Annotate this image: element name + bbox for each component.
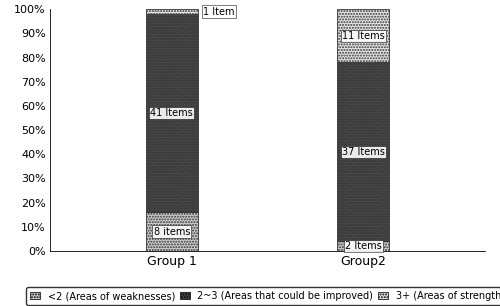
Legend: <2 (Areas of weaknesses), 2~3 (Areas that could be improved), 3+ (Areas of stren: <2 (Areas of weaknesses), 2~3 (Areas tha… xyxy=(26,287,500,305)
Text: 8 items: 8 items xyxy=(154,226,190,237)
Bar xyxy=(337,9,390,62)
Text: 37 Items: 37 Items xyxy=(342,147,384,157)
Bar xyxy=(146,14,198,212)
Bar xyxy=(337,241,390,251)
Text: 2 Items: 2 Items xyxy=(345,241,382,251)
Text: 11 Items: 11 Items xyxy=(342,31,384,41)
Text: 1 Item: 1 Item xyxy=(203,7,234,17)
Bar xyxy=(146,212,198,251)
Text: 41 Items: 41 Items xyxy=(150,108,193,118)
Bar xyxy=(146,9,198,14)
Bar xyxy=(337,62,390,241)
